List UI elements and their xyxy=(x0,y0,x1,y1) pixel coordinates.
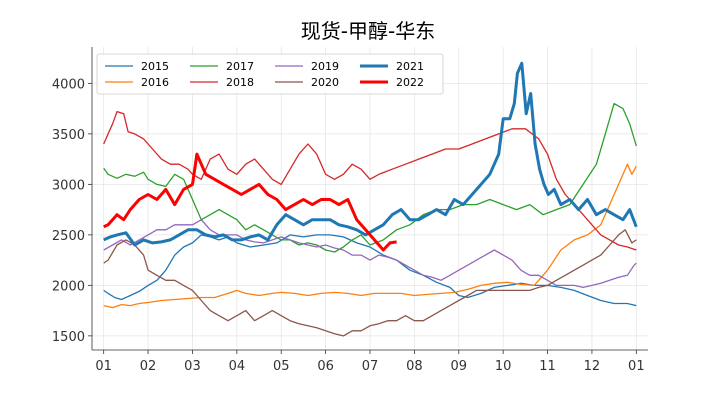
x-tick-label: 01 xyxy=(95,359,112,374)
legend-label-2015: 2015 xyxy=(141,60,169,73)
x-tick-label: 03 xyxy=(184,359,201,374)
series-line-2020 xyxy=(103,229,637,337)
x-tick-label: 07 xyxy=(362,359,379,374)
legend-label-2020: 2020 xyxy=(311,76,339,89)
legend: 2015 2016 2017 2018 2019 2020 2021 2022 xyxy=(96,53,444,95)
series-layer xyxy=(103,61,638,337)
x-tick-label: 12 xyxy=(584,359,601,374)
legend-label-2019: 2019 xyxy=(311,60,339,73)
legend-label-2018: 2018 xyxy=(226,76,254,89)
axes-layer: 01 02 03 04 05 06 07 08 09 10 11 12 01 1500 2000 2500 30… xyxy=(52,47,648,374)
legend-label-2016: 2016 xyxy=(141,76,169,89)
legend-label-2017: 2017 xyxy=(226,60,254,73)
y-tick-label: 2000 xyxy=(52,279,85,294)
series-line-2022 xyxy=(103,152,397,252)
series-line-2016 xyxy=(103,163,637,309)
x-tick-label: 01 xyxy=(628,359,645,374)
legend-label-2021: 2021 xyxy=(396,60,424,73)
x-tick-label: 02 xyxy=(140,359,157,374)
y-tick-label: 3500 xyxy=(52,128,85,143)
series-line-2018 xyxy=(103,110,637,251)
series-line-2021 xyxy=(103,61,638,247)
y-tick-label: 2500 xyxy=(52,229,85,244)
legend-label-2022: 2022 xyxy=(396,76,424,89)
series-line-2015 xyxy=(103,234,637,307)
x-tick-label: 08 xyxy=(406,359,423,374)
y-tick-label: 1500 xyxy=(52,330,85,345)
x-tick-label: 11 xyxy=(539,359,556,374)
series-line-2017 xyxy=(103,102,637,253)
x-tick-label: 05 xyxy=(273,359,290,374)
x-tick-label: 04 xyxy=(229,359,246,374)
x-tick-label: 09 xyxy=(451,359,468,374)
y-tick-label: 4000 xyxy=(52,77,85,92)
y-tick-label: 3000 xyxy=(52,178,85,193)
x-tick-label: 10 xyxy=(495,359,512,374)
chart-title: 现货-甲醇-华东 xyxy=(301,19,435,43)
x-tick-label: 06 xyxy=(317,359,334,374)
legend-box xyxy=(96,53,444,95)
series-line-2019 xyxy=(103,219,637,289)
